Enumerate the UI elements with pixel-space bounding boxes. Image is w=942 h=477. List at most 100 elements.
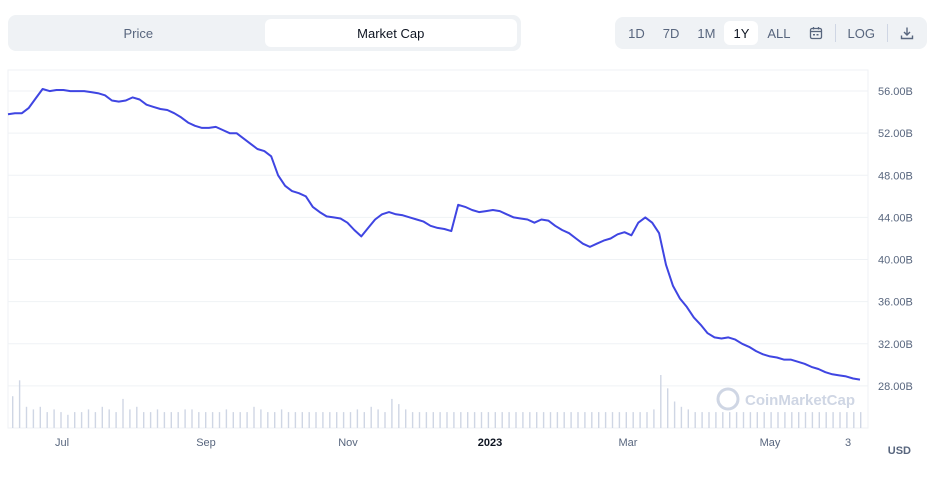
volume-bar [832,412,834,428]
volume-bar [660,375,662,428]
volume-bar [101,406,103,428]
volume-bar [653,409,655,428]
volume-bar [260,409,262,428]
x-tick-label: Mar [619,437,638,449]
volume-bar [611,412,614,428]
volume-bar [791,412,793,428]
volume-bar [460,412,462,428]
tab-price[interactable]: Price [123,25,154,41]
volume-bar [680,406,683,428]
volume-bar [267,412,269,428]
watermark-text: CoinMarketCap [745,392,855,409]
volume-bar [501,412,503,428]
volume-bar [198,412,200,428]
volume-bar [439,412,441,428]
volume-bar [60,412,62,428]
volume-bar [473,412,476,428]
range-7d-button[interactable]: 7D [662,25,680,41]
volume-bar [12,396,14,428]
volume-bar [349,412,352,428]
volume-bars [12,375,862,429]
volume-bar [18,380,21,428]
volume-bar [584,412,586,428]
volume-bar [687,409,689,428]
volume-bar [177,412,179,428]
volume-bar [453,412,455,428]
volume-bar [425,412,428,428]
range-all-button[interactable]: ALL [767,25,791,41]
download-button[interactable] [891,21,923,45]
log-scale-button[interactable]: LOG [847,25,875,41]
volume-bar [735,412,738,428]
volume-bar [163,412,166,428]
volume-bar [729,412,731,428]
volume-bar [480,412,483,428]
volume-bar [377,409,379,428]
tab-market-cap[interactable]: Market Cap [264,19,517,47]
volume-bar [156,409,159,428]
volume-bar [708,412,710,428]
volume-bar [811,412,814,428]
volume-bar [46,412,48,428]
volume-bar [467,412,469,428]
volume-bar [853,412,855,428]
volume-bar [39,406,41,428]
volume-bar [80,412,83,428]
volume-bar [384,412,386,428]
volume-bar [184,409,186,428]
volume-bar [846,412,848,428]
volume-bar [763,412,765,428]
volume-bar [804,412,807,428]
range-1m-button[interactable]: 1M [697,25,716,41]
y-tick-label: 28.00B [878,381,913,393]
volume-bar [32,409,35,428]
y-tick-label: 44.00B [878,212,913,224]
x-tick-label: 2023 [478,437,502,449]
gridlines [7,69,869,429]
volume-bar [549,412,552,428]
volume-bar [446,412,448,428]
volume-bar [798,412,800,428]
x-tick-label: Sep [196,437,216,449]
volume-bar [632,412,634,428]
y-tick-label: 40.00B [878,255,913,267]
volume-bar [301,412,303,428]
volume-bar [211,412,214,428]
volume-bar [722,412,724,428]
volume-bar [839,412,841,428]
volume-bar [225,409,228,428]
volume-bar [280,409,283,428]
volume-bar [577,412,579,428]
volume-bar [370,406,372,428]
volume-bar [694,412,696,428]
coinmarketcap-logo-icon [716,387,740,411]
calendar-button[interactable] [800,21,832,45]
volume-bar [529,412,531,428]
volume-bar [673,401,676,428]
volume-bar [515,412,517,428]
volume-bar [74,412,76,428]
volume-bar [667,388,669,429]
range-1y-button[interactable]: 1Y [724,21,759,45]
volume-bar [784,412,786,428]
range-1d-button[interactable]: 1D [628,25,645,41]
volume-bar [432,412,434,428]
volume-bar [563,412,565,428]
volume-bar [356,409,359,428]
volume-bar [715,412,717,428]
volume-bar [639,412,641,428]
volume-bar [67,414,69,429]
y-tick-label: 48.00B [878,170,913,182]
volume-bar [136,406,138,428]
y-axis-labels: 56.00B 52.00B 48.00B 44.00B 40.00B 36.00B 32.0… [878,86,913,393]
volume-bar [122,398,124,429]
volume-bar [170,412,172,428]
x-tick-label: May [760,437,781,449]
x-axis-labels: Jul Sep Nov 2023 Mar May 3 [55,437,851,449]
volume-bar [274,412,276,428]
volume-bar [25,406,28,428]
volume-bar [315,412,317,428]
volume-bar [522,412,524,428]
volume-bar [487,412,490,428]
